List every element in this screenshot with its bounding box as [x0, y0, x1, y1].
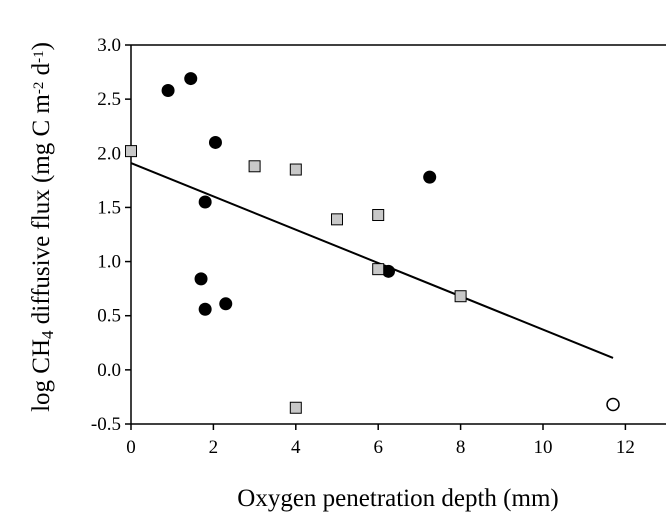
y-axis-title-part: ) [28, 42, 55, 50]
filled-circle-point [198, 302, 212, 316]
x-tick-label: 10 [534, 437, 553, 458]
x-axis-ticks: 0 2 4 6 8 10 12 [126, 424, 635, 458]
y-axis-title-superscript: -1 [31, 50, 47, 63]
y-tick-label: 2.5 [97, 89, 121, 110]
y-axis-title-part: d [28, 62, 55, 81]
y-tick-label: 0.5 [97, 306, 121, 327]
y-axis-title-part: diffusive flux (mg C m [28, 94, 55, 331]
filled-circle-point [161, 83, 175, 97]
filled-circle-point [198, 195, 212, 209]
y-tick-label: 3.0 [97, 35, 121, 56]
y-axis-title: log CH4 diffusive flux (mg C m-2 d-1) [28, 42, 57, 412]
x-tick-label: 4 [291, 437, 301, 458]
regression-line-group [130, 162, 614, 359]
y-axis-title-superscript: -2 [31, 82, 47, 95]
x-axis-title: Oxygen penetration depth (mm) [237, 485, 558, 512]
gray-square-point [372, 263, 385, 276]
gray-square-point [248, 160, 261, 173]
gray-square-point [331, 213, 343, 226]
x-tick-label: 6 [373, 437, 383, 458]
gray-square-point [125, 145, 137, 158]
y-tick-label: 1.5 [97, 197, 121, 218]
regression-line [130, 162, 614, 359]
plot-frame [130, 44, 666, 425]
data-points [125, 72, 620, 414]
filled-circle-point [194, 272, 208, 286]
filled-circle-point [382, 264, 395, 278]
x-tick-label: 2 [209, 437, 219, 458]
y-tick-label: 0.0 [97, 360, 121, 381]
filled-circle-point [184, 72, 198, 86]
x-tick-label: 12 [616, 437, 635, 458]
gray-square-point [289, 401, 302, 414]
x-tick-label: 0 [126, 437, 136, 458]
gray-square-point [372, 209, 385, 222]
y-tick-label: 1.0 [97, 252, 121, 273]
y-tick-label: -0.5 [91, 414, 121, 435]
y-axis-title-part: log CH [28, 339, 55, 412]
filled-circle-point [219, 297, 233, 311]
y-axis-ticks: -0.5 0.0 0.5 1.0 1.5 2.0 2.5 3.0 [91, 35, 131, 435]
gray-square-point [454, 290, 467, 303]
filled-circle-point [208, 135, 222, 149]
gray-square-point [289, 163, 302, 176]
filled-circle-point [423, 170, 437, 184]
y-axis-title-subscript: 4 [38, 330, 57, 339]
x-tick-label: 8 [456, 437, 466, 458]
open-circle-point [606, 397, 620, 412]
y-tick-label: 2.0 [97, 143, 121, 164]
